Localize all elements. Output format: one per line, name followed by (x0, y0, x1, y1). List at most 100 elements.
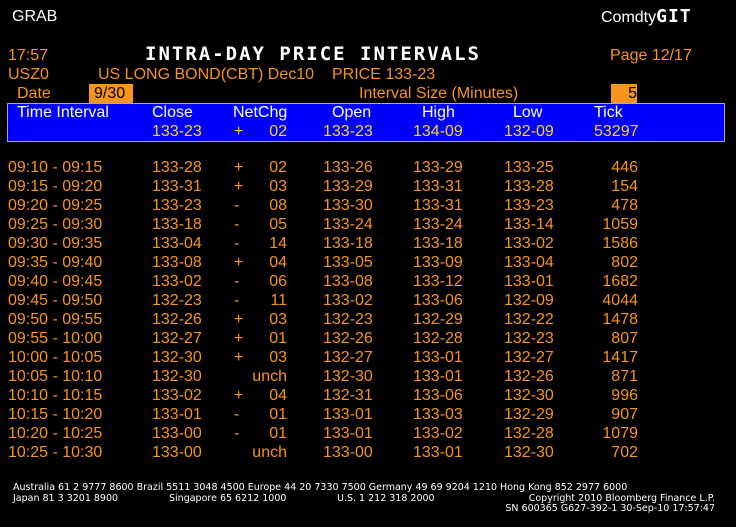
cell-sign: + (234, 159, 244, 176)
cell-chg: 14 (269, 235, 287, 252)
cell-sign: + (234, 311, 244, 328)
cell-tick: 1059 (602, 216, 638, 233)
cell-close: 133-01 (152, 406, 202, 423)
cell-high: 133-24 (413, 216, 463, 233)
cell-time: 09:45 - 09:50 (8, 292, 103, 309)
summary-tick: 53297 (594, 123, 639, 140)
cell-close: 133-00 (152, 444, 202, 461)
col-time: Time Interval (17, 104, 109, 121)
cell-chg: 04 (269, 254, 287, 271)
cell-open: 133-24 (323, 216, 373, 233)
cell-close: 132-23 (152, 292, 202, 309)
footer-serial: SN 600365 G627-392-1 30-Sep-10 17:57:47 (505, 503, 715, 514)
cell-chg: 03 (269, 311, 287, 328)
page-indicator[interactable]: Page 12/17 (610, 47, 692, 64)
cell-open: 132-27 (323, 349, 373, 366)
cell-close: 133-04 (152, 235, 202, 252)
col-low: Low (513, 104, 543, 121)
cell-open: 133-00 (323, 444, 373, 461)
cell-open: 132-23 (323, 311, 373, 328)
date-input[interactable]: 9/30 (89, 84, 133, 103)
summary-high: 134-09 (413, 123, 463, 140)
cell-time: 09:15 - 09:20 (8, 178, 103, 195)
cell-open: 133-01 (323, 406, 373, 423)
cell-high: 132-28 (413, 330, 463, 347)
footer-copyright: Copyright 2010 Bloomberg Finance L.P. (528, 493, 715, 504)
grab-label: GRAB (12, 8, 58, 25)
cell-sign: + (234, 349, 244, 366)
summary-open: 133-23 (323, 123, 373, 140)
interval-input[interactable]: 5 (611, 84, 637, 103)
cell-close: 132-27 (152, 330, 202, 347)
footer-japan: Japan 81 3 3201 8900 (13, 493, 119, 504)
cell-open: 132-26 (323, 330, 373, 347)
cell-low: 132-09 (504, 292, 554, 309)
cell-high: 133-09 (413, 254, 463, 271)
security-name: US LONG BOND(CBT) Dec10 (98, 66, 315, 83)
cell-close: 133-18 (152, 216, 202, 233)
cell-tick: 1079 (602, 425, 638, 442)
cell-tick: 1586 (602, 235, 638, 252)
page-title: INTRA-DAY PRICE INTERVALS (145, 43, 481, 65)
cell-high: 133-31 (413, 197, 463, 214)
cell-open: 133-30 (323, 197, 373, 214)
col-open: Open (332, 104, 372, 121)
cell-close: 133-08 (152, 254, 202, 271)
cell-open: 133-02 (323, 292, 373, 309)
cell-sign: - (234, 216, 240, 233)
cell-high: 133-06 (413, 292, 463, 309)
cell-sign: + (234, 387, 244, 404)
cell-chg: 03 (269, 349, 287, 366)
cell-sign: - (234, 425, 240, 442)
cell-tick: 702 (611, 444, 638, 461)
cell-close: 133-31 (152, 178, 202, 195)
cell-chg: 06 (269, 273, 287, 290)
cell-low: 133-23 (504, 197, 554, 214)
cell-time: 10:25 - 10:30 (8, 444, 103, 461)
cell-high: 133-02 (413, 425, 463, 442)
cell-chg: 01 (269, 330, 287, 347)
cell-time: 09:35 - 09:40 (8, 254, 103, 271)
security-type: ComdtyGIT (601, 7, 692, 27)
cell-close: 132-30 (152, 368, 202, 385)
cell-high: 133-01 (413, 444, 463, 461)
cell-tick: 4044 (602, 292, 638, 309)
cell-time: 10:05 - 10:10 (8, 368, 103, 385)
cell-sign: + (234, 254, 244, 271)
col-tick: Tick (594, 104, 623, 121)
cell-close: 133-28 (152, 159, 202, 176)
footer-singapore: Singapore 65 6212 1000 (169, 493, 287, 504)
interval-label: Interval Size (Minutes) (359, 85, 519, 102)
cell-open: 132-30 (323, 368, 373, 385)
cell-chg: 01 (269, 425, 287, 442)
cell-high: 133-01 (413, 368, 463, 385)
cell-time: 09:25 - 09:30 (8, 216, 103, 233)
summary-chg: 02 (269, 123, 287, 140)
clock-time: 17:57 (8, 47, 49, 64)
cell-tick: 907 (611, 406, 638, 423)
cell-chg: 08 (269, 197, 287, 214)
cell-time: 09:50 - 09:55 (8, 311, 103, 328)
cell-high: 133-31 (413, 178, 463, 195)
summary-low: 132-09 (504, 123, 554, 140)
cell-open: 133-08 (323, 273, 373, 290)
last-price: PRICE 133-23 (332, 66, 436, 83)
cell-high: 133-03 (413, 406, 463, 423)
cell-low: 133-25 (504, 159, 554, 176)
cell-sign: - (234, 406, 240, 423)
cell-high: 133-12 (413, 273, 463, 290)
cell-chg: 02 (269, 159, 287, 176)
cell-low: 133-04 (504, 254, 554, 271)
cell-low: 133-28 (504, 178, 554, 195)
cell-high: 133-06 (413, 387, 463, 404)
cell-tick: 446 (611, 159, 638, 176)
cell-close: 132-26 (152, 311, 202, 328)
cell-tick: 802 (611, 254, 638, 271)
cell-open: 133-18 (323, 235, 373, 252)
cell-tick: 871 (611, 368, 638, 385)
cell-sign: - (234, 197, 240, 214)
column-header-bar (7, 103, 725, 142)
cell-open: 133-01 (323, 425, 373, 442)
cell-low: 132-30 (504, 387, 554, 404)
cell-high: 133-01 (413, 349, 463, 366)
